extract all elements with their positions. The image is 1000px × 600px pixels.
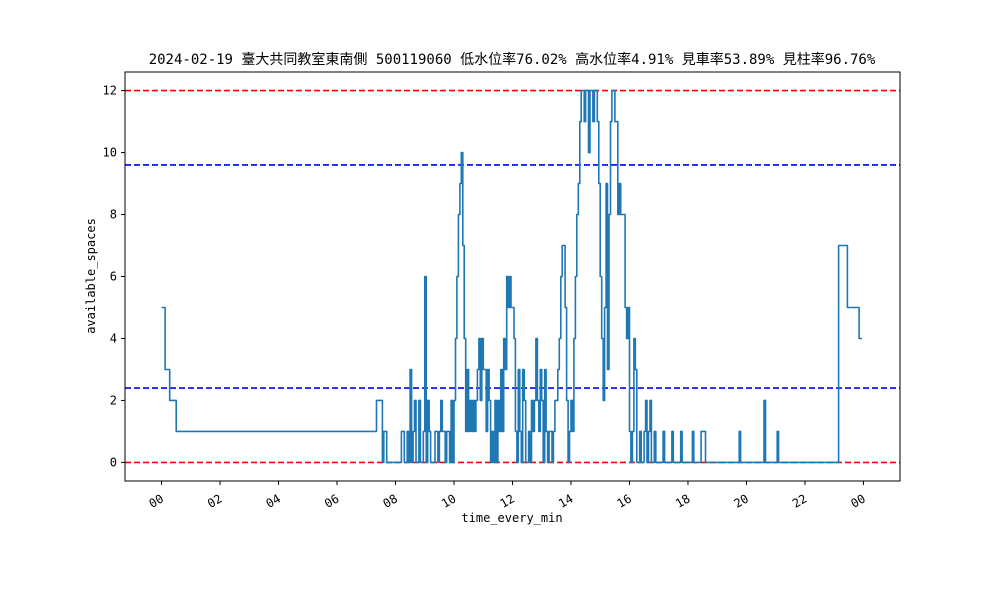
- x-tick-label: 00: [147, 491, 167, 510]
- y-tick-label: 6: [110, 270, 117, 284]
- x-tick-label: 00: [848, 491, 868, 510]
- x-tick-label: 08: [381, 491, 401, 510]
- x-tick-label: 14: [556, 491, 576, 510]
- y-tick-label: 0: [110, 455, 117, 469]
- x-tick-label: 12: [497, 491, 517, 510]
- series-line: [161, 89, 862, 464]
- x-tick-label: 10: [439, 491, 459, 510]
- y-tick-label: 4: [110, 331, 117, 345]
- x-tick-label: 06: [322, 491, 342, 510]
- x-tick-label: 02: [205, 491, 225, 510]
- x-axis-label: time_every_min: [461, 511, 562, 525]
- x-tick-label: 04: [264, 491, 284, 510]
- y-tick-label: 12: [103, 84, 117, 98]
- y-tick-label: 2: [110, 393, 117, 407]
- y-tick-label: 8: [110, 208, 117, 222]
- x-tick-label: 20: [731, 491, 751, 510]
- x-tick-label: 18: [673, 491, 693, 510]
- chart-title: 2024-02-19 臺大共同教室東南側 500119060 低水位率76.02…: [149, 51, 876, 68]
- y-tick-label: 10: [103, 146, 117, 160]
- x-tick-label: 22: [790, 491, 810, 510]
- x-tick-label: 16: [614, 491, 634, 510]
- y-axis-label: available_spaces: [84, 218, 98, 334]
